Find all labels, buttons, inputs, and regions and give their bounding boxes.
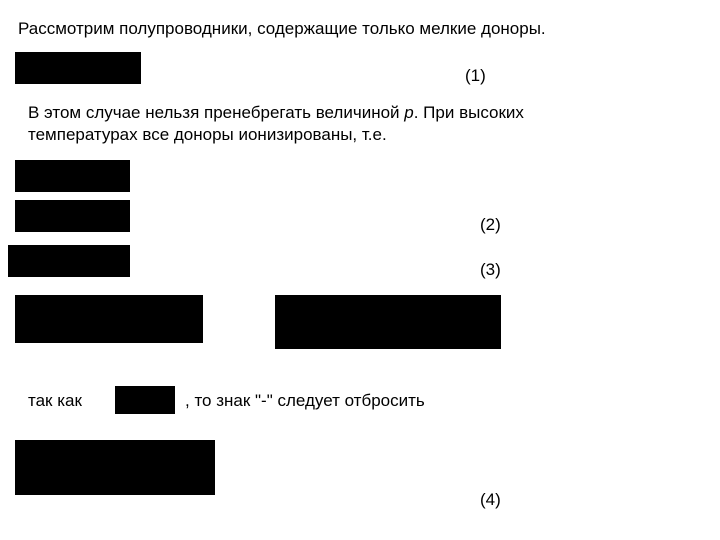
discard-sign-text: , то знак "-" следует отбросить [185, 390, 425, 412]
redaction-r2 [15, 160, 130, 192]
redaction-r6 [275, 295, 501, 349]
since-text: так как [28, 390, 82, 412]
para2-part1b: . При высоких [414, 103, 524, 122]
para2-part1: В этом случае нельзя пренебрегать величи… [28, 103, 404, 122]
redaction-r5 [15, 295, 203, 343]
paragraph-2: В этом случае нельзя пренебрегать величи… [28, 102, 668, 146]
redaction-r1 [15, 52, 141, 84]
equation-number-4: (4) [480, 490, 501, 510]
para2-var-p: p [404, 103, 413, 122]
redaction-r7 [115, 386, 175, 414]
equation-number-3: (3) [480, 260, 501, 280]
intro-line: Рассмотрим полупроводники, содержащие то… [18, 18, 546, 40]
para2-part2: температурах все доноры ионизированы, т.… [28, 125, 387, 144]
redaction-r8 [15, 440, 215, 495]
redaction-r4 [8, 245, 130, 277]
equation-number-1: (1) [465, 66, 486, 86]
redaction-r3 [15, 200, 130, 232]
equation-number-2: (2) [480, 215, 501, 235]
